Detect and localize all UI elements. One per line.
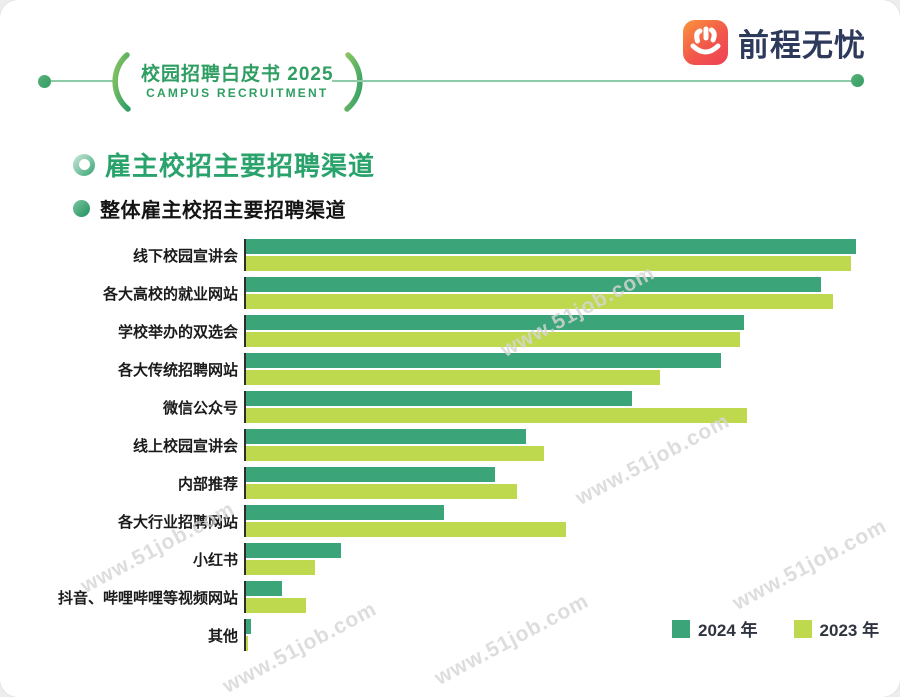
bar-group [244, 619, 866, 651]
category-label: 各大行业招聘网站 [117, 513, 238, 531]
bar-2024年 [246, 619, 251, 634]
header-left-dot [38, 75, 51, 88]
bar-group [244, 391, 866, 423]
bar-2024年 [246, 467, 496, 482]
section-title-text: 雇主校招主要招聘渠道 [105, 151, 376, 181]
chart-row: 线下校园宣讲会 [0, 239, 880, 277]
category-label: 其他 [207, 627, 238, 645]
badge-subtitle: CAMPUS RECRUITMENT [146, 86, 329, 101]
chart-row: 各大传统招聘网站 [0, 353, 880, 391]
header-right-line [332, 80, 852, 82]
bar-group [244, 277, 866, 309]
chart-rows: 线下校园宣讲会各大高校的就业网站学校举办的双选会 各大传统招聘网站微信公众号线上校… [0, 239, 880, 657]
legend-swatch-2024 [672, 619, 690, 638]
chart-row: 各大行业招聘网站 [0, 505, 880, 543]
chart-row: 学校举办的双选会 [0, 315, 880, 353]
smiling-hand-icon [683, 20, 728, 65]
chart-row: 线上校园宣讲会 [0, 429, 880, 467]
bar-2023年 [246, 484, 517, 499]
bar-2023年 [246, 636, 249, 651]
bar-2024年 [246, 277, 821, 292]
bar-2023年 [246, 560, 315, 575]
category-label: 学校举办的双选会 [117, 323, 238, 341]
bar-2023年 [246, 446, 545, 461]
legend-item-2023: 2023 年 [793, 616, 880, 641]
category-label: 各大传统招聘网站 [117, 361, 238, 379]
chart-legend: 2024 年 2023 年 [672, 616, 879, 641]
bar-2024年 [246, 239, 857, 254]
left-bracket-icon [112, 52, 131, 112]
bar-group [244, 429, 866, 461]
bar-group [244, 581, 866, 613]
bar-2024年 [246, 581, 282, 596]
chart-row: 抖音、哔哩哔哩等视频网站 [0, 581, 880, 619]
bar-chart: 线下校园宣讲会各大高校的就业网站学校举办的双选会 各大传统招聘网站微信公众号线上校… [0, 239, 880, 657]
dot-bullet-icon [73, 200, 90, 217]
bar-group [244, 543, 866, 575]
badge-text: 校园招聘白皮书 2025 CAMPUS RECRUITMENT [135, 61, 340, 104]
bar-2023年 [246, 332, 741, 347]
bar-2023年 [246, 294, 834, 309]
bar-group [244, 315, 866, 347]
bar-2023年 [246, 370, 661, 385]
legend-swatch-2023 [793, 619, 812, 638]
legend-label-2024: 2024 年 [698, 621, 758, 640]
category-label: 抖音、哔哩哔哩等视频网站 [57, 589, 238, 607]
category-label: 小红书 [192, 551, 238, 569]
bar-2023年 [246, 408, 747, 423]
category-label: 线下校园宣讲会 [132, 247, 238, 265]
bar-2023年 [246, 598, 307, 613]
bar-2024年 [246, 391, 633, 406]
chart-row: 微信公众号 [0, 391, 880, 429]
bar-group [244, 353, 866, 385]
bar-2023年 [246, 522, 566, 537]
bar-2024年 [246, 505, 444, 520]
category-label: 微信公众号 [162, 399, 238, 417]
section-title: 雇主校招主要招聘渠道 [73, 146, 375, 183]
bar-2023年 [246, 256, 852, 271]
category-label: 各大高校的就业网站 [102, 285, 238, 303]
logo-wordmark: 前程无忧 [738, 28, 866, 63]
chart-row: 小红书 [0, 543, 880, 581]
bar-2024年 [246, 353, 721, 368]
chart-row: 各大高校的就业网站 [0, 277, 880, 315]
chart-row: 其他 [0, 619, 880, 657]
whitepaper-badge: 校园招聘白皮书 2025 CAMPUS RECRUITMENT [105, 52, 370, 112]
right-bracket-icon [343, 52, 363, 112]
bar-2024年 [246, 429, 527, 444]
bar-group [244, 505, 866, 537]
bar-2024年 [246, 315, 744, 330]
badge-title: 校园招聘白皮书 2025 [141, 63, 334, 85]
header-left-line [51, 80, 113, 82]
header-right-dot [851, 74, 864, 87]
category-label: 内部推荐 [177, 475, 238, 493]
chart-row: 内部推荐 [0, 467, 880, 505]
bar-2024年 [246, 543, 341, 558]
category-label: 线上校园宣讲会 [132, 437, 238, 455]
company-logo: 前程无忧 [683, 20, 866, 65]
ring-bullet-icon [73, 153, 95, 176]
section-subtitle-text: 整体雇主校招主要招聘渠道 [100, 200, 346, 222]
legend-label-2023: 2023 年 [819, 621, 880, 640]
bar-group [244, 239, 866, 271]
legend-item-2024: 2024 年 [672, 616, 758, 641]
bar-group [244, 467, 866, 499]
section-subtitle: 整体雇主校招主要招聘渠道 [73, 194, 346, 223]
